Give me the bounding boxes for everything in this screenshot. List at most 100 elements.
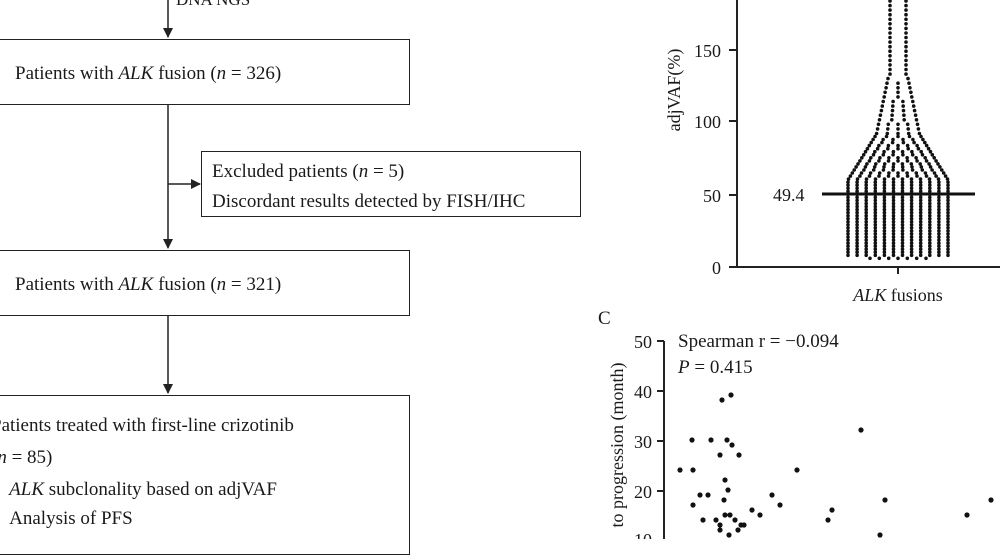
adjvaf-point <box>901 137 905 142</box>
adjvaf-point <box>911 104 916 108</box>
adjvaf-point <box>891 216 896 221</box>
adjvaf-point <box>909 250 914 254</box>
box-alk-326-text: Patients with ALK fusion (n = 326) <box>15 63 282 84</box>
adjvaf-point <box>920 168 925 172</box>
adjvaf-point <box>937 250 941 254</box>
adjvaf-point <box>846 198 850 203</box>
pfs-point <box>729 442 735 448</box>
adjvaf-point <box>877 159 881 163</box>
adjvaf-point <box>855 213 859 218</box>
adjvaf-point <box>864 241 868 245</box>
adjvaf-point <box>901 108 906 113</box>
adjvaf-point <box>886 122 891 127</box>
adjvaf-point <box>882 149 886 154</box>
adjvaf-point <box>904 35 908 40</box>
adjvaf-point <box>873 198 878 203</box>
crizotinib-line2: (n = 85) <box>0 447 53 468</box>
adjvaf-point <box>900 149 905 154</box>
adjvaf-point <box>910 95 914 99</box>
adjvaf-point <box>891 238 896 242</box>
adjvaf-point <box>913 113 918 117</box>
adjvaf-point <box>891 153 895 157</box>
adjvaf-point <box>873 180 878 184</box>
adjvaf-point <box>928 226 932 230</box>
adjvaf-point <box>918 186 923 191</box>
adjvaf-point <box>878 156 882 160</box>
adjvaf-point <box>873 213 878 218</box>
adjvaf-point <box>909 232 914 236</box>
adjvaf-point <box>918 226 923 230</box>
adjvaf-point <box>909 238 914 242</box>
adjvaf-point <box>946 235 950 239</box>
adjvaf-point <box>888 3 892 8</box>
adjvaf-point <box>888 67 892 72</box>
adjvaf-point <box>877 171 882 175</box>
adjvaf-point <box>855 220 859 224</box>
adjvaf-point <box>855 180 859 184</box>
adjvaf-point <box>900 253 905 258</box>
adjvaf-point <box>900 235 905 239</box>
adjvaf-point <box>882 226 887 230</box>
adjvaf-point <box>928 198 932 203</box>
adjvaf-point <box>909 207 914 212</box>
adjvaf-point <box>872 165 877 169</box>
adjvaf-point <box>940 168 944 172</box>
adjvaf-point <box>909 162 914 166</box>
pfs-point <box>829 507 835 513</box>
adjvaf-point <box>904 54 908 58</box>
adjvaf-point <box>886 127 890 131</box>
adjvaf-point <box>846 220 850 224</box>
adjvaf-point <box>888 58 892 63</box>
adjvaf-point <box>946 241 950 245</box>
adjvaf-point <box>854 165 858 169</box>
adjvaf-point <box>909 201 914 206</box>
adjvaf-point <box>873 238 878 242</box>
adjvaf-point <box>946 247 950 251</box>
adjvaf-point <box>864 216 868 221</box>
adjvaf-point <box>928 220 932 224</box>
adjvaf-point <box>918 253 923 258</box>
adjvaf-point <box>900 195 905 200</box>
adjvaf-point <box>928 189 932 194</box>
adjvaf-point <box>904 17 908 22</box>
adjvaf-point <box>928 165 933 169</box>
box-excluded-patients: Excluded patients (n = 5) Discordant res… <box>201 151 581 217</box>
adjvaf-point <box>896 127 900 131</box>
adjvaf-point <box>918 207 923 212</box>
adjvaf-point <box>946 244 950 248</box>
pfs-point <box>713 517 719 523</box>
adjvaf-point <box>891 201 896 206</box>
adjvaf-point <box>855 198 859 203</box>
adjvaf-point <box>900 180 905 184</box>
adjvaf-point <box>904 63 908 67</box>
adjvaf-point <box>876 122 881 127</box>
adjvaf-point <box>946 195 950 200</box>
adjvaf-point <box>900 201 905 206</box>
adjvaf-point <box>855 244 859 248</box>
adjvaf-point <box>881 153 886 157</box>
adjvaf-point <box>932 171 937 175</box>
adjvaf-point <box>909 253 914 258</box>
adjvaf-point <box>882 95 886 99</box>
adjvaf-point <box>937 216 941 221</box>
adjvaf-point <box>891 183 896 187</box>
adjvaf-point <box>928 183 932 187</box>
adjvaf-point <box>915 174 919 178</box>
adjvaf-point <box>909 186 914 191</box>
adjvaf-point <box>900 241 905 245</box>
adjvaf-point <box>882 247 887 251</box>
adjvaf-point <box>884 134 889 139</box>
adjvaf-point <box>891 220 896 224</box>
adjvaf-point <box>891 104 895 108</box>
adjvaf-point <box>855 232 859 236</box>
adjvaf-point <box>873 247 878 251</box>
adjvaf-point <box>928 204 932 209</box>
adjvaf-point <box>909 220 914 224</box>
adjvaf-point <box>905 143 910 148</box>
adjvaf-point <box>904 44 908 49</box>
adjvaf-point <box>927 177 932 181</box>
adjvaf-point <box>865 162 869 166</box>
adjvaf-point <box>936 162 940 166</box>
adjvaf-point <box>855 189 859 194</box>
adjvaf-point <box>937 207 941 212</box>
